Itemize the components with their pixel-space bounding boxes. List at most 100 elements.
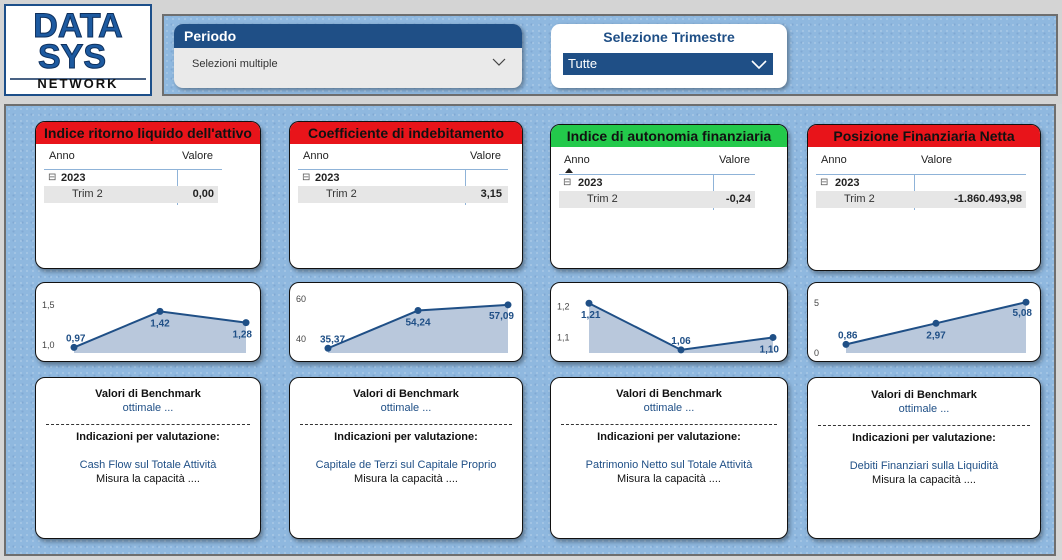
data-point bbox=[504, 301, 512, 309]
kpi-value: 0,00 bbox=[192, 188, 214, 200]
indication-link[interactable]: Debiti Finanziari sulla Liquidità bbox=[849, 460, 999, 472]
trend-chart-card: 1,0 1,5 0,97 1,42 1,28 bbox=[35, 282, 261, 362]
kpi-title: Coefficiente di indebitamento bbox=[290, 122, 522, 144]
trend-chart: 1,1 1,2 1,21 1,06 1,10 bbox=[557, 299, 780, 355]
data-label: 54,24 bbox=[405, 318, 430, 329]
trimestre-dropdown-value: Tutte bbox=[568, 56, 598, 71]
y-tick-label: 1,0 bbox=[42, 340, 55, 350]
area-fill bbox=[74, 311, 246, 353]
data-point bbox=[585, 299, 593, 307]
indication-link[interactable]: Patrimonio Netto sul Totale Attività bbox=[585, 459, 753, 471]
year-label: 2023 bbox=[578, 177, 603, 189]
collapse-icon[interactable]: ⊟ bbox=[48, 172, 57, 183]
chevron-down-icon[interactable] bbox=[492, 58, 506, 66]
trimestre-dropdown[interactable]: Tutte bbox=[563, 53, 773, 75]
sort-ascending-icon[interactable] bbox=[565, 168, 573, 173]
kpi-table-card: Coefficiente di indebitamento Anno Valor… bbox=[289, 121, 523, 269]
data-label: 0,97 bbox=[66, 333, 86, 344]
divider bbox=[818, 425, 1030, 426]
data-label: 1,06 bbox=[671, 336, 691, 347]
data-label: 1,10 bbox=[760, 344, 780, 355]
data-point bbox=[70, 343, 78, 351]
trend-chart-card: 0 5 0,86 2,97 5,08 bbox=[807, 282, 1041, 362]
data-point bbox=[324, 344, 332, 352]
kpi-table-card: Indice ritorno liquido dell'attivo Anno … bbox=[35, 121, 261, 269]
periodo-slicer[interactable]: Periodo Selezioni multiple bbox=[174, 24, 522, 88]
column-header-valore[interactable]: Valore bbox=[182, 150, 213, 162]
trend-chart: 1,0 1,5 0,97 1,42 1,28 bbox=[42, 300, 253, 353]
benchmark-card: Valori di Benchmark ottimale ... Indicaz… bbox=[289, 377, 523, 539]
benchmark-value: ottimale ... bbox=[122, 402, 174, 414]
benchmark-value: ottimale ... bbox=[380, 402, 432, 414]
data-label: 1,28 bbox=[233, 330, 253, 341]
benchmark-card: Valori di Benchmark ottimale ... Indicaz… bbox=[807, 377, 1041, 539]
data-point bbox=[156, 307, 164, 315]
column-header-valore[interactable]: Valore bbox=[470, 150, 501, 162]
column-header-anno[interactable]: Anno bbox=[821, 154, 847, 166]
periodo-label: Periodo bbox=[174, 24, 522, 48]
period-label: Trim 2 bbox=[844, 193, 875, 205]
indication-link[interactable]: Capitale de Terzi sul Capitale Proprio bbox=[315, 459, 497, 471]
indication-text: Misura la capacità .... bbox=[354, 473, 458, 485]
trend-chart: 0 5 0,86 2,97 5,08 bbox=[814, 298, 1032, 358]
year-label: 2023 bbox=[61, 172, 86, 184]
kpi-title: Posizione Finanziaria Netta bbox=[808, 125, 1040, 147]
indication-link[interactable]: Cash Flow sul Totale Attività bbox=[79, 459, 217, 471]
data-point bbox=[842, 340, 850, 348]
benchmark-card: Valori di Benchmark ottimale ... Indicaz… bbox=[35, 377, 261, 539]
data-point bbox=[677, 346, 685, 354]
data-point bbox=[242, 319, 250, 327]
collapse-icon[interactable]: ⊟ bbox=[820, 177, 829, 188]
collapse-icon[interactable]: ⊟ bbox=[302, 172, 311, 183]
kpi-value: -1.860.493,98 bbox=[954, 193, 1022, 205]
benchmark-title: Valori di Benchmark bbox=[616, 388, 722, 400]
area-fill bbox=[846, 302, 1026, 353]
kpi-title: Indice ritorno liquido dell'attivo bbox=[36, 122, 260, 144]
trend-chart-card: 1,1 1,2 1,21 1,06 1,10 bbox=[550, 282, 788, 362]
trimestre-label: Selezione Trimestre bbox=[603, 29, 735, 45]
year-label: 2023 bbox=[315, 172, 340, 184]
benchmark-title: Valori di Benchmark bbox=[95, 388, 201, 400]
indication-text: Misura la capacità .... bbox=[617, 473, 721, 485]
data-label: 35,37 bbox=[320, 334, 345, 345]
logo-line-3: NETWORK bbox=[37, 76, 118, 91]
column-header-anno[interactable]: Anno bbox=[564, 154, 590, 166]
periodo-dropdown-value[interactable]: Selezioni multiple bbox=[192, 58, 278, 70]
kpi-table-card: Posizione Finanziaria Netta Anno Valore … bbox=[807, 124, 1041, 271]
logo-line-2: SYS bbox=[38, 38, 106, 76]
data-label: 1,21 bbox=[581, 310, 601, 321]
benchmark-title: Valori di Benchmark bbox=[353, 388, 459, 400]
indications-title: Indicazioni per valutazione: bbox=[76, 431, 220, 443]
benchmark-value: ottimale ... bbox=[643, 402, 695, 414]
year-label: 2023 bbox=[835, 177, 860, 189]
indications-title: Indicazioni per valutazione: bbox=[334, 431, 478, 443]
divider bbox=[561, 424, 777, 425]
table-row bbox=[44, 186, 218, 203]
column-header-valore[interactable]: Valore bbox=[719, 154, 750, 166]
period-label: Trim 2 bbox=[587, 193, 618, 205]
benchmark-card: Valori di Benchmark ottimale ... Indicaz… bbox=[550, 377, 788, 539]
kpi-value: -0,24 bbox=[725, 193, 751, 205]
data-label: 0,86 bbox=[838, 330, 858, 341]
y-tick-label: 0 bbox=[814, 348, 819, 358]
data-label: 57,09 bbox=[489, 311, 514, 322]
column-header-anno[interactable]: Anno bbox=[303, 150, 329, 162]
trimestre-slicer: Selezione Trimestre Tutte bbox=[551, 24, 787, 88]
indications-title: Indicazioni per valutazione: bbox=[852, 432, 996, 444]
y-tick-label: 1,2 bbox=[557, 301, 570, 311]
period-label: Trim 2 bbox=[72, 188, 103, 200]
data-point bbox=[769, 333, 777, 341]
y-tick-label: 1,5 bbox=[42, 300, 55, 310]
data-point bbox=[932, 319, 940, 327]
column-header-valore[interactable]: Valore bbox=[921, 154, 952, 166]
period-label: Trim 2 bbox=[326, 188, 357, 200]
benchmark-title: Valori di Benchmark bbox=[871, 389, 977, 401]
column-header-anno[interactable]: Anno bbox=[49, 150, 75, 162]
y-tick-label: 5 bbox=[814, 298, 819, 308]
kpi-table-card: Indice di autonomia finanziaria Anno Val… bbox=[550, 124, 788, 269]
y-tick-label: 40 bbox=[296, 334, 306, 344]
trend-chart: 40 60 35,37 54,24 57,09 bbox=[296, 294, 514, 353]
collapse-icon[interactable]: ⊟ bbox=[563, 177, 572, 188]
indication-text: Misura la capacità .... bbox=[96, 473, 200, 485]
y-tick-label: 1,1 bbox=[557, 332, 570, 342]
